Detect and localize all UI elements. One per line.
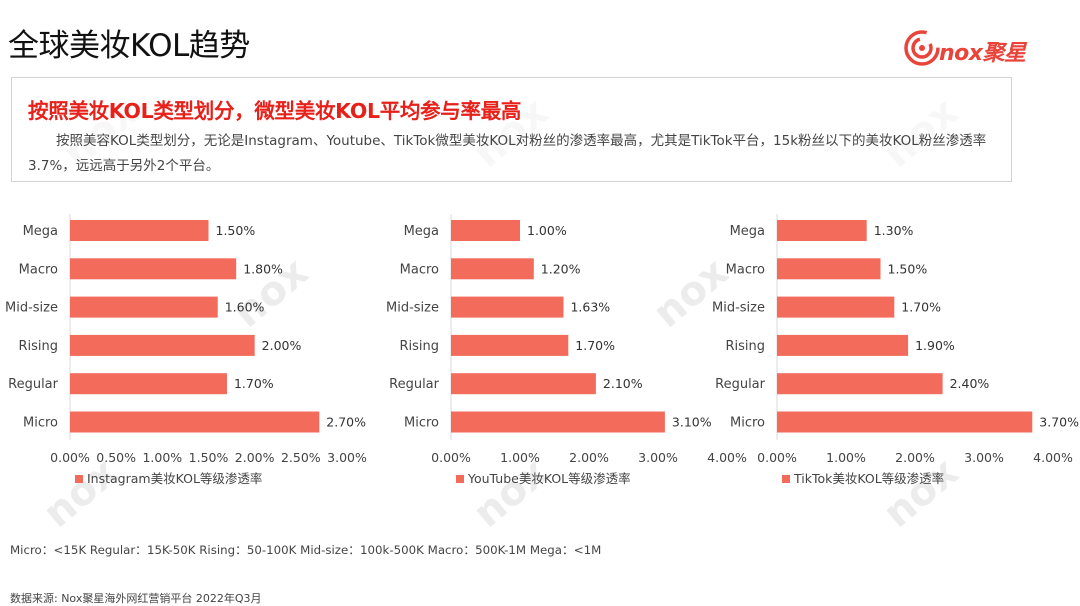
bar bbox=[777, 258, 881, 280]
bar bbox=[70, 411, 320, 433]
data-label: 2.40% bbox=[950, 376, 990, 391]
data-label: 1.90% bbox=[915, 338, 955, 353]
data-label: 1.70% bbox=[234, 376, 274, 391]
x-tick-label: 2.00% bbox=[895, 450, 935, 465]
data-label: 1.50% bbox=[216, 223, 256, 238]
category-label: Macro bbox=[19, 262, 58, 277]
category-label: Micro bbox=[404, 416, 439, 431]
category-label: Macro bbox=[726, 262, 765, 277]
category-label: Micro bbox=[23, 416, 58, 431]
category-label: Micro bbox=[730, 416, 765, 431]
x-tick-label: 1.00% bbox=[500, 450, 540, 465]
bar bbox=[70, 220, 209, 241]
legend-swatch bbox=[75, 475, 83, 483]
bar bbox=[777, 220, 867, 241]
data-label: 1.20% bbox=[541, 261, 581, 276]
bar bbox=[777, 296, 895, 318]
category-label: Mid-size bbox=[386, 301, 439, 316]
summary-box: 按照美妆KOL类型划分，微型美妆KOL平均参与率最高 按照美容KOL类型划分，无… bbox=[11, 77, 1012, 182]
category-label: Mid-size bbox=[5, 301, 58, 316]
bar bbox=[451, 258, 534, 280]
x-tick-label: 1.50% bbox=[189, 450, 229, 465]
legend-label: YouTube美妆KOL等级渗透率 bbox=[467, 471, 631, 486]
brand-logo: nox聚星 bbox=[902, 26, 1026, 68]
bar bbox=[70, 373, 227, 395]
data-label: 1.63% bbox=[570, 300, 610, 315]
x-tick-label: 0.00% bbox=[50, 450, 90, 465]
x-tick-label: 3.00% bbox=[964, 450, 1004, 465]
bar bbox=[70, 296, 218, 318]
data-label: 1.50% bbox=[888, 261, 928, 276]
x-tick-label: 3.00% bbox=[638, 450, 678, 465]
category-label: Rising bbox=[725, 339, 765, 354]
category-label: Regular bbox=[715, 377, 766, 392]
data-source: 数据来源: Nox聚星海外网红营销平台 2022年Q3月 bbox=[10, 592, 262, 605]
charts-area: Mega 1.50% Macro 1.80% Mid-size 1.60% Rising 2.… bbox=[5, 214, 1079, 486]
x-tick-label: 2.00% bbox=[569, 450, 609, 465]
category-label: Mega bbox=[730, 224, 765, 239]
x-tick-label: 4.00% bbox=[707, 450, 747, 465]
bar bbox=[451, 334, 569, 356]
x-tick-label: 3.00% bbox=[327, 450, 367, 465]
bar bbox=[451, 220, 520, 241]
footnote: Micro：<15K Regular：15K-50K Rising：50-100… bbox=[10, 543, 602, 557]
legend-label: TikTok美妆KOL等级渗透率 bbox=[793, 471, 944, 486]
category-label: Mid-size bbox=[712, 301, 765, 316]
bar bbox=[777, 334, 909, 356]
category-label: Regular bbox=[8, 377, 59, 392]
legend-swatch bbox=[782, 475, 790, 483]
x-tick-label: 4.00% bbox=[1033, 450, 1073, 465]
category-label: Mega bbox=[23, 224, 58, 239]
legend-swatch bbox=[456, 475, 464, 483]
bar bbox=[777, 411, 1033, 433]
x-tick-label: 2.00% bbox=[235, 450, 275, 465]
data-label: 1.00% bbox=[527, 223, 567, 238]
category-label: Rising bbox=[18, 339, 58, 354]
page-title: 全球美妆KOL趋势 bbox=[8, 28, 250, 64]
x-tick-label: 0.00% bbox=[431, 450, 471, 465]
data-label: 1.30% bbox=[874, 223, 914, 238]
legend-label: Instagram美妆KOL等级渗透率 bbox=[87, 471, 262, 486]
nox-logo-icon bbox=[904, 30, 940, 66]
data-label: 1.70% bbox=[901, 300, 941, 315]
data-label: 2.00% bbox=[262, 338, 302, 353]
data-label: 1.70% bbox=[575, 338, 615, 353]
bar bbox=[777, 373, 943, 395]
headline: 按照美妆KOL类型划分，微型美妆KOL平均参与率最高 bbox=[28, 99, 522, 123]
logo-text: nox聚星 bbox=[939, 41, 1026, 66]
category-label: Mega bbox=[404, 224, 439, 239]
data-label: 3.70% bbox=[1039, 415, 1079, 430]
bar bbox=[451, 296, 564, 318]
data-label: 2.70% bbox=[326, 415, 366, 430]
description: 按照美容KOL类型划分，无论是Instagram、Youtube、TikTok微… bbox=[28, 133, 987, 174]
category-label: Macro bbox=[400, 262, 439, 277]
bar bbox=[70, 258, 237, 280]
bar bbox=[451, 373, 596, 395]
data-label: 1.80% bbox=[243, 261, 283, 276]
bar bbox=[451, 411, 665, 433]
x-tick-label: 1.00% bbox=[826, 450, 866, 465]
x-tick-label: 2.50% bbox=[281, 450, 321, 465]
x-tick-label: 0.50% bbox=[96, 450, 136, 465]
data-label: 1.60% bbox=[225, 300, 265, 315]
bar bbox=[70, 334, 255, 356]
x-tick-label: 1.00% bbox=[142, 450, 182, 465]
x-tick-label: 0.00% bbox=[757, 450, 797, 465]
data-label: 3.10% bbox=[672, 415, 712, 430]
data-label: 2.10% bbox=[603, 376, 643, 391]
category-label: Regular bbox=[389, 377, 440, 392]
category-label: Rising bbox=[399, 339, 439, 354]
